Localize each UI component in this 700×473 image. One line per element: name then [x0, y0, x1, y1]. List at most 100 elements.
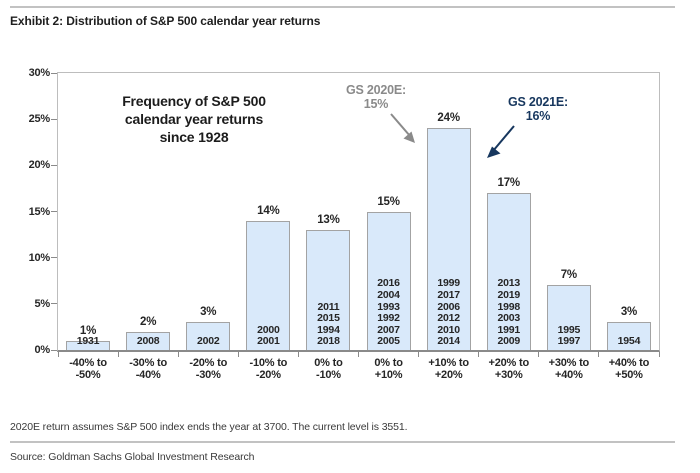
- bar-year: 2013: [497, 277, 521, 290]
- exhibit-title: Exhibit 2: Distribution of S&P 500 calen…: [10, 14, 321, 28]
- top-rule: [10, 6, 675, 8]
- bar: [306, 229, 351, 350]
- source-text: Source: Goldman Sachs Global Investment …: [10, 451, 255, 463]
- y-axis-label: 25%: [28, 113, 51, 126]
- x-axis-tick: [598, 352, 600, 357]
- chart-title-line: calendar year returns: [124, 111, 264, 127]
- x-axis-label-line: +30% to: [548, 357, 590, 369]
- bar-year: 2007: [377, 323, 400, 336]
- x-axis-label-line: +20% to: [488, 357, 529, 369]
- bar-years: 2008: [118, 336, 178, 348]
- bar-value-label: 2%: [140, 315, 157, 328]
- x-axis-label-line: -10% to: [249, 357, 288, 369]
- x-axis-label: +10% to +20%: [416, 357, 482, 381]
- x-axis-label-line: -30% to: [129, 357, 167, 369]
- bar-value-label: 1%: [79, 324, 97, 337]
- x-axis-label-line: -10%: [315, 369, 341, 381]
- bar-slot: 13% 2011 2015 1994 2018: [298, 73, 358, 350]
- bar-years: 2002: [178, 336, 238, 348]
- bar-year: 2008: [136, 335, 160, 348]
- bar-slot: 14% 2000 2001: [238, 73, 298, 350]
- gs-2021e-value: 16%: [525, 109, 551, 123]
- x-axis-label: 0% to -10%: [295, 357, 361, 381]
- chart-title-line: since 1928: [159, 129, 229, 145]
- x-axis-label-line: +10%: [374, 369, 403, 381]
- x-axis-tick: [538, 352, 540, 357]
- x-axis-label-line: -50%: [75, 369, 101, 381]
- bar: [426, 128, 471, 350]
- y-axis-label: 0%: [34, 344, 51, 356]
- bar-value-label: 7%: [560, 269, 577, 282]
- bar-year: 1997: [557, 335, 581, 348]
- bar-slot: 7% 1995 1997: [539, 73, 599, 350]
- y-axis-tick: [51, 72, 57, 74]
- bar-value-label: 3%: [200, 306, 217, 319]
- bar: [66, 340, 111, 350]
- bar-year: 2003: [497, 312, 521, 325]
- bar-year: 1991: [497, 323, 521, 336]
- bar-years: 1931: [58, 336, 118, 348]
- gs-2021e-label: GS 2021E:: [507, 95, 569, 109]
- bar-slot: 3% 1954: [599, 73, 659, 350]
- x-axis-label-line: +40% to: [608, 357, 650, 369]
- x-axis-tick: [237, 352, 239, 357]
- bar-slot: 3% 2002: [178, 73, 238, 350]
- bar-years: 2000 2001: [238, 323, 298, 348]
- bar: [606, 322, 651, 350]
- y-axis-label: 5%: [34, 297, 51, 310]
- bar-year: 1931: [76, 335, 100, 348]
- bar-year: 2012: [437, 312, 460, 325]
- bar-year: 1998: [497, 300, 521, 313]
- chart-title-line: Frequency of S&P 500: [122, 93, 266, 109]
- bar: [186, 322, 231, 350]
- bar-year: 2016: [377, 277, 400, 290]
- bar-slot: 15% 2016 2004 1993 1992 2007 2005: [359, 73, 419, 350]
- x-axis-label: 0% to +10%: [356, 357, 422, 381]
- x-axis-label-line: +30%: [494, 369, 523, 381]
- y-axis-tick: [51, 164, 57, 166]
- y-axis-label: 15%: [28, 205, 51, 218]
- y-axis-label: 20%: [28, 159, 51, 172]
- bar-years: 2011 2015 1994 2018: [298, 300, 358, 348]
- bar-value-label: 13%: [317, 213, 340, 226]
- bar-value-label: 15%: [377, 195, 400, 208]
- gs-2021e-arrow-icon: [487, 125, 515, 158]
- x-axis-label-line: -40% to: [69, 357, 107, 369]
- x-axis-label: +30% to +40%: [536, 357, 602, 381]
- x-axis-tick: [658, 352, 660, 357]
- bar-year: 2018: [317, 335, 340, 348]
- bar-years: 1999 2017 2006 2012 2010 2014: [419, 278, 479, 348]
- x-axis-label-line: 0% to: [314, 357, 343, 369]
- y-axis-tick: [51, 118, 57, 120]
- x-axis-label-line: 0% to: [374, 357, 403, 369]
- bar-year: 2011: [317, 300, 340, 313]
- gs-2021e-annotation: GS 2021E: 16%: [490, 95, 586, 123]
- bar-year: 2000: [257, 323, 280, 336]
- bar-year: 2019: [497, 289, 521, 302]
- y-axis-tick: [51, 349, 57, 351]
- x-axis-label-line: +50%: [615, 369, 643, 381]
- x-axis-tick: [418, 352, 420, 357]
- x-axis-label-line: +10% to: [428, 357, 469, 369]
- x-axis-label-line: +20%: [434, 369, 463, 381]
- bar-year: 2001: [257, 335, 280, 348]
- x-axis-tick: [117, 352, 119, 357]
- gs-2020e-label: GS 2020E:: [345, 83, 407, 97]
- footnote-rule: [10, 441, 675, 443]
- bar-slot: 17% 2013 2019 1998 2003 1991 2009: [479, 73, 539, 350]
- x-axis-tick: [478, 352, 480, 357]
- x-axis-label-line: -20% to: [189, 357, 228, 369]
- bar-value-label: 24%: [437, 112, 460, 125]
- bar-year: 2004: [377, 289, 400, 302]
- chart-title: Frequency of S&P 500 calendar year retur…: [86, 92, 302, 146]
- bar-slot: 2% 2008: [118, 73, 178, 350]
- bar-year: 1999: [437, 277, 460, 290]
- x-axis-label-line: -20%: [255, 369, 281, 381]
- bar-years: 1995 1997: [539, 324, 599, 348]
- bar-slot: 1% 1931: [58, 73, 118, 350]
- bar-year: 2017: [437, 289, 460, 302]
- bar-year: 1993: [377, 300, 400, 313]
- x-axis-label: -40% to -50%: [55, 357, 121, 381]
- bar-year: 2009: [497, 335, 521, 348]
- bar: [246, 220, 291, 350]
